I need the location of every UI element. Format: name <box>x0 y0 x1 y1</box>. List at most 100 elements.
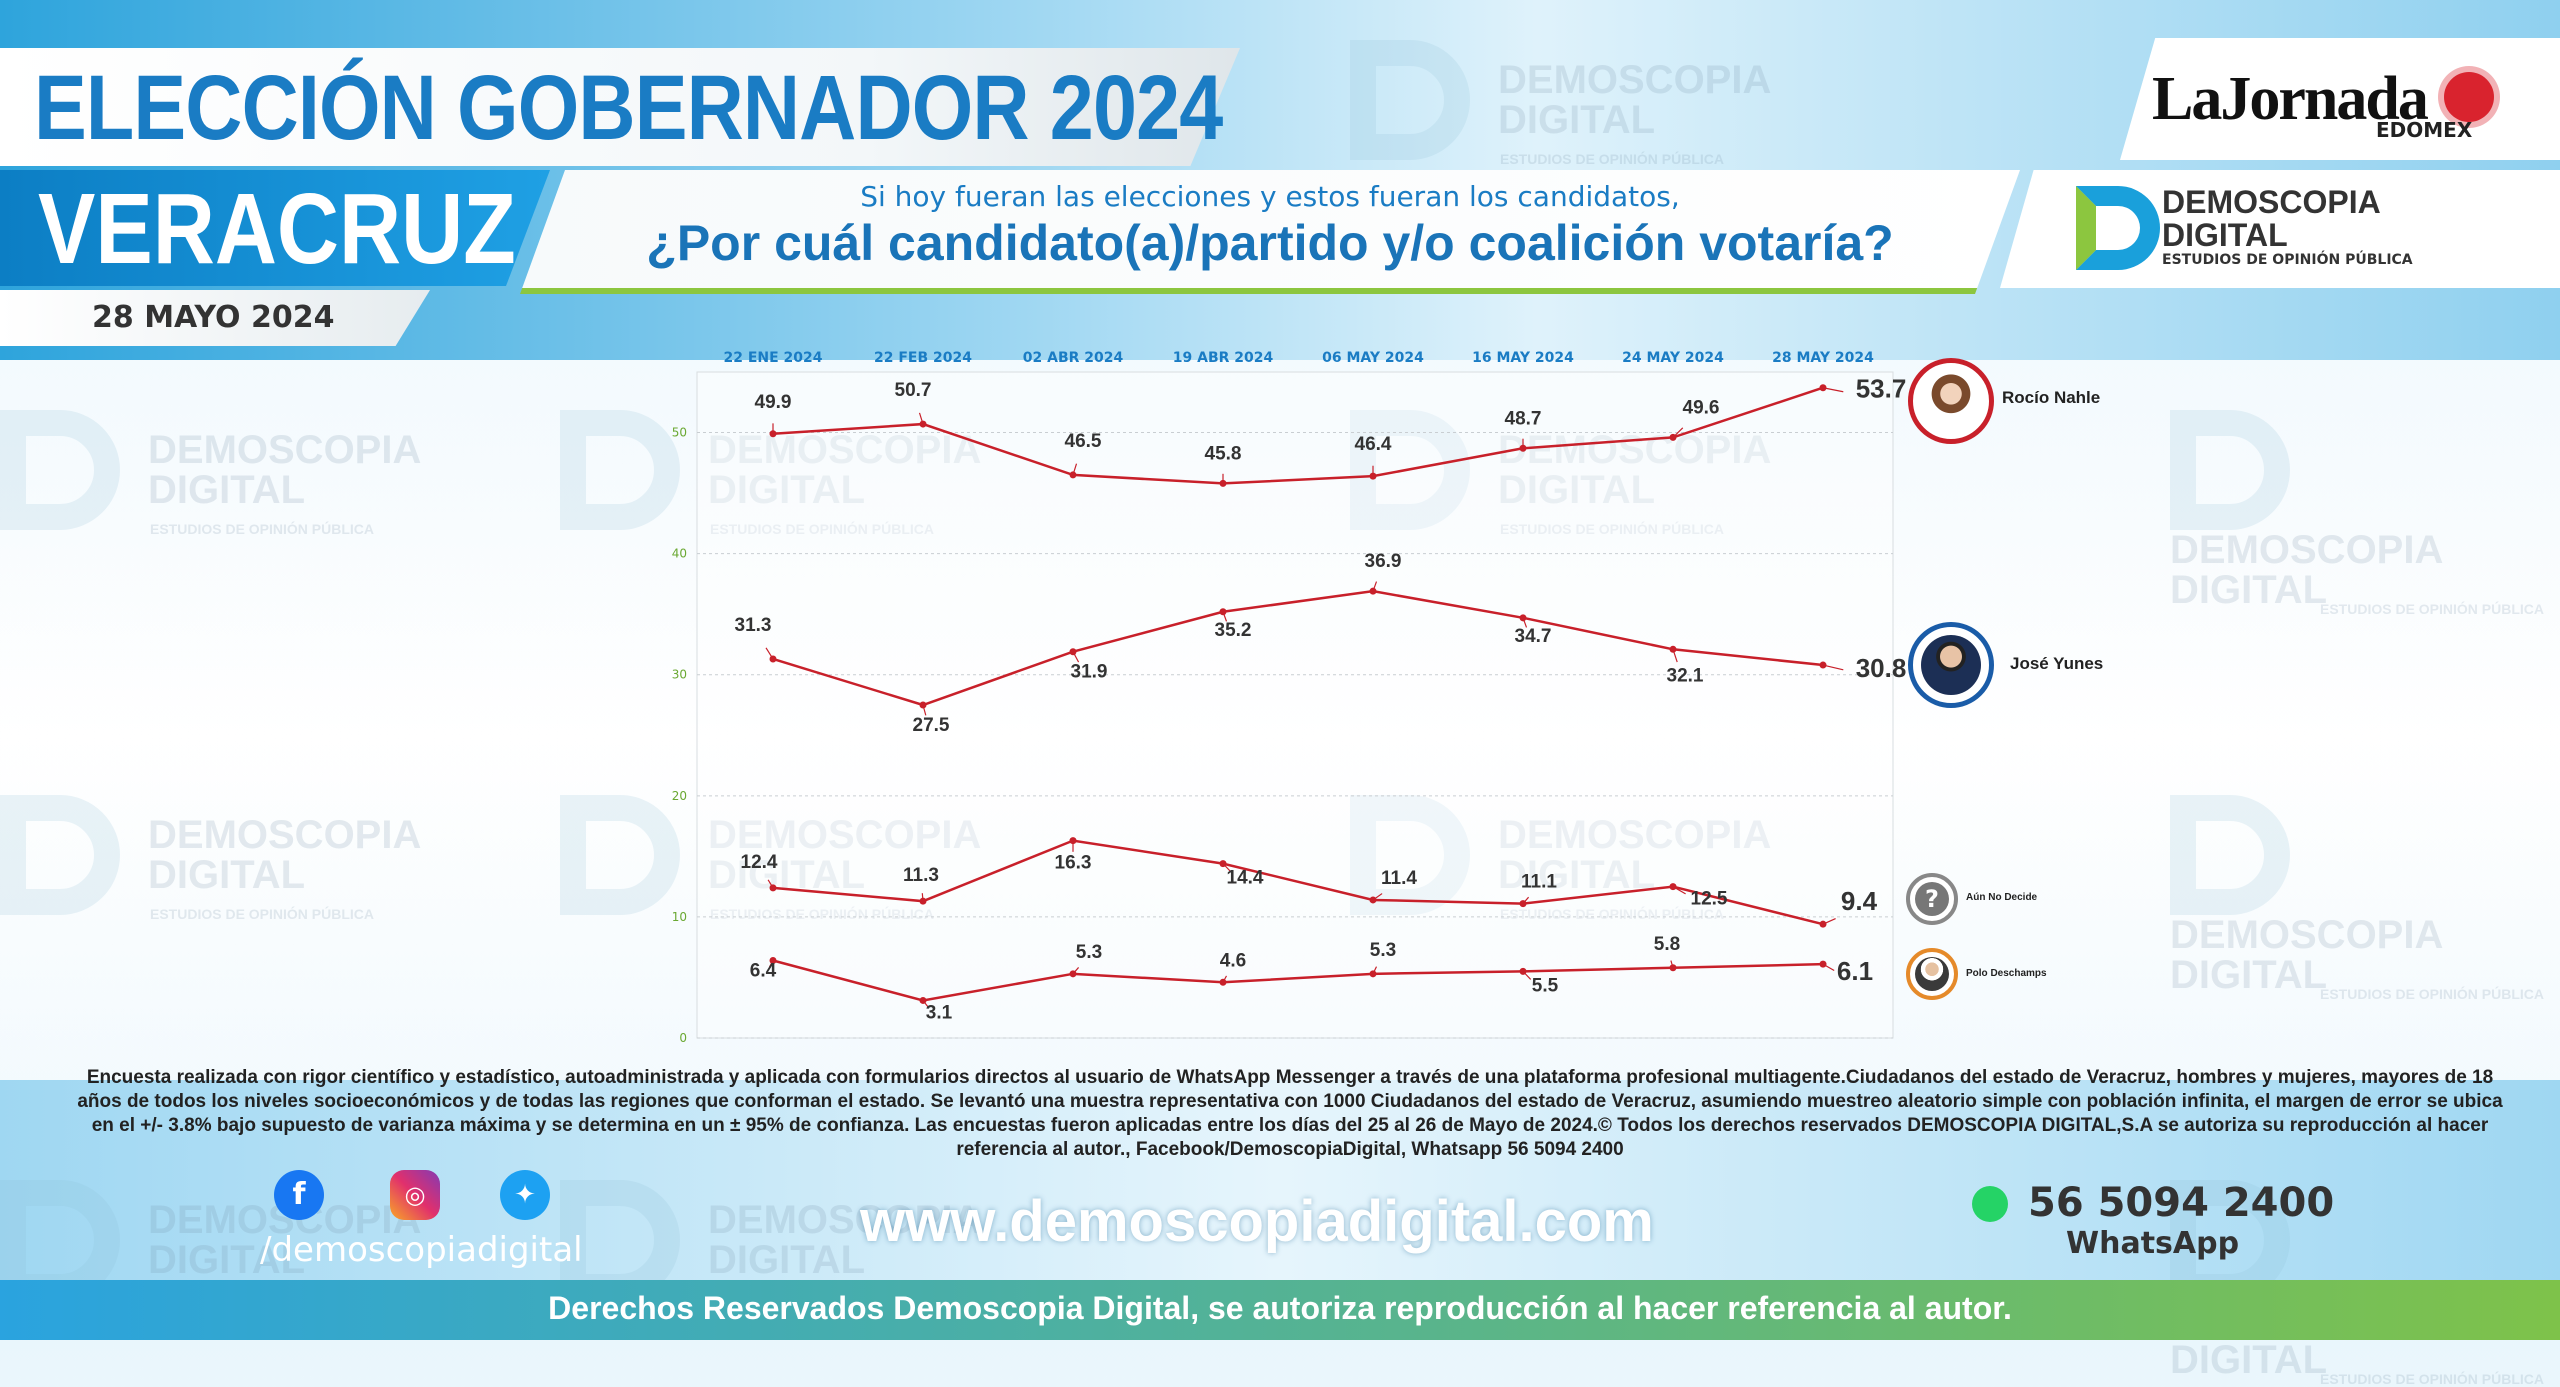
leader-2-6 <box>1672 886 1686 895</box>
leader-2-7 <box>1822 918 1836 925</box>
y-tick-40: 40 <box>672 547 687 561</box>
x-tick-1: 22 FEB 2024 <box>874 350 972 366</box>
label-polo-deschamps: Polo Deschamps <box>1966 968 2047 979</box>
watermark-4: DEMOSCOPIA DIGITAL ESTUDIOS DE OPINIÓN PÚB… <box>0 795 421 921</box>
whatsapp-icon <box>1972 1186 2008 1222</box>
jornada-sun-icon <box>2444 72 2494 122</box>
website-link[interactable]: www.demoscopiadigital.com <box>860 1189 1654 1254</box>
avatar-rocio-nahle <box>1908 358 1994 444</box>
avatar-aun-no-decide: ? <box>1906 873 1958 925</box>
twitter-icon[interactable]: ✦ <box>500 1170 550 1220</box>
data-label-2-6: 12.5 <box>1691 889 1728 910</box>
watermark-3: DEMOSCOPIA DIGITAL ESTUDIOS DE OPINIÓN PÚB… <box>2170 410 2560 616</box>
survey-date: 28 MAYO 2024 <box>92 300 335 335</box>
social-handle[interactable]: /demoscopiadigital <box>260 1230 583 1270</box>
avatar-polo-deschamps <box>1906 948 1958 1000</box>
data-label-0-7: 53.7 <box>1856 374 1907 404</box>
leader-3-1 <box>922 1000 930 1009</box>
title-band <box>0 48 1240 166</box>
watermark-8: DEMOSCOPIA DIGITAL ESTUDIOS DE OPINIÓN PÚB… <box>1350 40 1771 166</box>
leader-2-0 <box>767 879 774 889</box>
demoscopia-logo-line2: DIGITAL <box>2162 216 2288 253</box>
leader-1-7 <box>1822 664 1844 671</box>
whatsapp-label: WhatsApp <box>2066 1226 2240 1261</box>
data-label-1-1: 27.5 <box>913 715 950 736</box>
series-line-0 <box>772 386 1824 485</box>
label-jose-yunes: José Yunes <box>2010 654 2104 673</box>
x-tick-5: 16 MAY 2024 <box>1472 350 1574 366</box>
data-label-1-7: 30.8 <box>1856 653 1907 683</box>
phone-number[interactable]: 56 5094 2400 <box>2028 1180 2335 1226</box>
data-label-0-5: 48.7 <box>1505 408 1542 429</box>
jornada-logo: LaJornada <box>2152 65 2429 133</box>
data-label-3-6: 5.8 <box>1654 934 1680 955</box>
leader-2-3 <box>1222 863 1232 873</box>
x-tick-3: 19 ABR 2024 <box>1173 350 1274 366</box>
leader-3-5 <box>1522 970 1532 980</box>
data-label-1-3: 35.2 <box>1215 620 1252 641</box>
avatar-jose-yunes <box>1908 622 1994 708</box>
chart-grid <box>696 371 1894 1039</box>
x-tick-2: 02 ABR 2024 <box>1023 350 1124 366</box>
data-label-2-2: 16.3 <box>1055 853 1092 874</box>
x-tick-6: 24 MAY 2024 <box>1622 350 1724 366</box>
leader-3-3 <box>1222 975 1228 983</box>
data-label-3-7: 6.1 <box>1837 956 1873 986</box>
question-icon: ? <box>1915 882 1949 916</box>
data-label-1-2: 31.9 <box>1071 662 1108 683</box>
instagram-icon[interactable]: ◎ <box>390 1170 440 1220</box>
data-label-1-5: 34.7 <box>1515 626 1552 647</box>
leader-1-6 <box>1672 649 1678 663</box>
data-label-3-2: 5.3 <box>1076 942 1102 963</box>
y-tick-10: 10 <box>672 910 687 924</box>
watermark-0: DEMOSCOPIA DIGITAL ESTUDIOS DE OPINIÓN PÚB… <box>0 410 421 536</box>
data-label-3-5: 5.5 <box>1532 975 1559 996</box>
y-tick-20: 20 <box>672 789 687 803</box>
leader-2-1 <box>921 893 924 902</box>
question-subtitle: Si hoy fueran las elecciones y estos fue… <box>860 180 1680 213</box>
data-label-2-7: 9.4 <box>1841 886 1878 916</box>
facebook-icon[interactable]: f <box>274 1170 324 1220</box>
data-label-0-3: 45.8 <box>1205 443 1242 464</box>
leader-0-6 <box>1672 427 1684 438</box>
rights-band <box>0 1280 2560 1340</box>
leader-3-6 <box>1670 960 1674 968</box>
data-labels: 49.9 50.7 46.5 45.8 46.4 48.7 49.6 53.7 31.3 27.5… <box>735 374 1907 1024</box>
y-axis: 0 10 20 30 40 50 <box>672 426 687 1045</box>
series-line-2 <box>772 839 1824 926</box>
leader-1-2 <box>1072 651 1080 663</box>
leader-2-5 <box>1522 896 1530 904</box>
x-tick-0: 22 ENE 2024 <box>723 350 822 366</box>
y-tick-30: 30 <box>672 668 687 682</box>
watermark-7: DEMOSCOPIA DIGITAL ESTUDIOS DE OPINIÓN PÚB… <box>2170 795 2560 1001</box>
y-tick-50: 50 <box>672 426 687 440</box>
rights-text: Derechos Reservados Demoscopia Digital, … <box>548 1290 2012 1326</box>
data-label-3-0: 6.4 <box>750 961 777 982</box>
data-label-1-4: 36.9 <box>1365 551 1402 572</box>
data-label-0-4: 46.4 <box>1355 434 1392 455</box>
data-label-0-6: 49.6 <box>1683 397 1720 418</box>
data-label-1-6: 32.1 <box>1667 665 1704 686</box>
x-tick-7: 28 MAY 2024 <box>1772 350 1874 366</box>
label-aun-no-decide: Aún No Decide <box>1966 892 2038 903</box>
leader-1-1 <box>922 704 927 716</box>
data-label-3-1: 3.1 <box>926 1002 953 1023</box>
date-band <box>0 290 430 346</box>
y-tick-0: 0 <box>679 1031 687 1045</box>
leader-3-2 <box>1072 967 1080 975</box>
methodology-note: Encuesta realizada con rigor científico … <box>77 1067 2503 1160</box>
page-title: ELECCIÓN GOBERNADOR 2024 <box>34 57 1223 159</box>
series-line-1 <box>772 589 1824 707</box>
plot-area <box>696 371 1894 1039</box>
question-band <box>520 170 2020 294</box>
leader-1-4 <box>1372 581 1378 592</box>
leader-3-4 <box>1372 966 1378 975</box>
data-label-2-0: 12.4 <box>741 852 778 873</box>
data-label-2-4: 11.4 <box>1381 868 1417 889</box>
jornada-logo-sub: EDOMEX <box>2376 118 2473 142</box>
demoscopia-logo-text: DEMOSCOPIA DIGITAL <box>2162 186 2381 251</box>
label-rocio-nahle: Rocío Nahle <box>2002 388 2101 407</box>
question-main: ¿Por cuál candidato(a)/partido y/o coali… <box>646 215 1894 271</box>
series-line-3 <box>772 959 1824 1002</box>
